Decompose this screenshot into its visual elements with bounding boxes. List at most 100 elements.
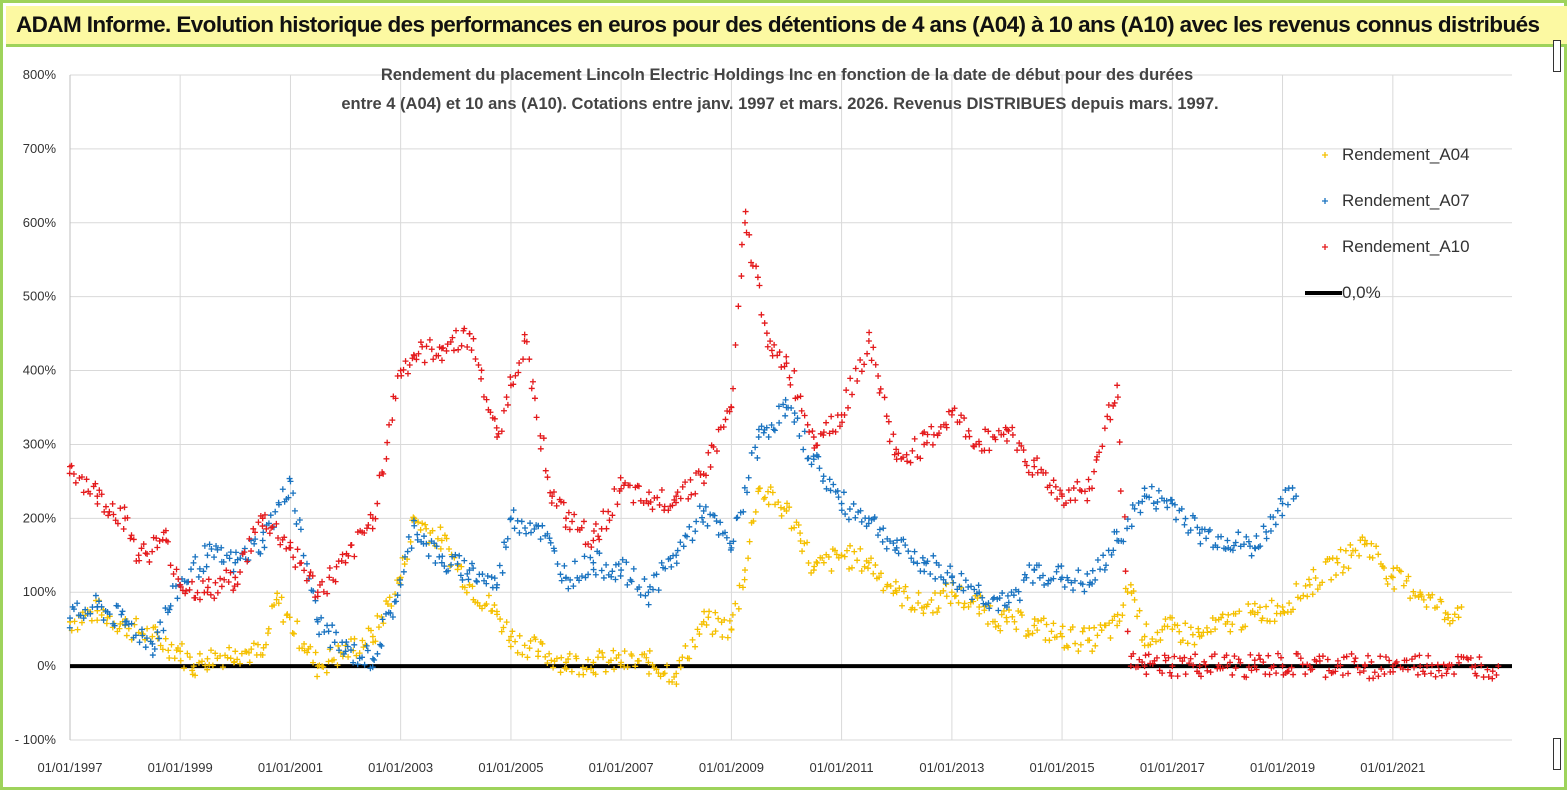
data-point xyxy=(1020,447,1027,454)
data-point xyxy=(474,599,481,606)
data-point xyxy=(1248,552,1255,559)
data-point xyxy=(1390,668,1397,675)
data-point xyxy=(1207,669,1214,676)
data-point xyxy=(942,421,949,428)
data-point xyxy=(1034,627,1041,634)
data-point xyxy=(951,593,958,600)
data-point xyxy=(770,426,777,433)
data-point-anchor xyxy=(893,544,900,551)
data-point xyxy=(345,653,352,660)
data-point xyxy=(985,600,992,607)
data-point xyxy=(876,526,883,533)
data-point xyxy=(667,555,674,562)
data-point xyxy=(936,430,943,437)
data-point xyxy=(628,578,635,585)
data-point xyxy=(384,601,391,608)
data-point xyxy=(1469,664,1476,671)
data-point xyxy=(686,523,693,530)
data-point xyxy=(609,568,616,575)
data-point xyxy=(943,424,950,431)
data-point xyxy=(363,525,370,532)
data-point xyxy=(78,473,85,480)
data-point xyxy=(401,553,408,560)
data-point xyxy=(491,575,498,582)
data-point xyxy=(160,627,167,634)
data-point xyxy=(1114,611,1121,618)
data-point xyxy=(188,566,195,573)
data-point xyxy=(1104,413,1111,420)
data-point xyxy=(453,327,460,334)
data-point xyxy=(832,428,839,435)
resize-handle-bottom-right[interactable] xyxy=(1553,738,1561,770)
x-tick-label: 01/01/2019 xyxy=(1250,760,1315,775)
data-point xyxy=(1138,637,1145,644)
data-point xyxy=(1407,595,1414,602)
data-point xyxy=(706,608,713,615)
data-point xyxy=(192,553,199,560)
data-point xyxy=(645,601,652,608)
data-point xyxy=(464,343,471,350)
data-point xyxy=(316,582,323,589)
data-point xyxy=(804,421,811,428)
data-point xyxy=(331,639,338,646)
data-point xyxy=(364,647,371,654)
data-point xyxy=(344,643,351,650)
data-point xyxy=(101,508,108,515)
data-point xyxy=(626,482,633,489)
data-point xyxy=(628,652,635,659)
data-point-anchor xyxy=(177,648,184,655)
data-point xyxy=(136,639,143,646)
data-point xyxy=(527,637,534,644)
data-point-anchor xyxy=(1362,537,1369,544)
data-point xyxy=(1021,571,1028,578)
data-point xyxy=(800,446,807,453)
data-point xyxy=(910,559,917,566)
data-point xyxy=(1260,659,1267,666)
data-point xyxy=(296,516,303,523)
data-point xyxy=(791,419,798,426)
data-point xyxy=(1347,541,1354,548)
data-point xyxy=(189,578,196,585)
data-point xyxy=(1259,615,1266,622)
data-point xyxy=(820,429,827,436)
data-point xyxy=(1162,657,1169,664)
data-point xyxy=(550,488,557,495)
data-point xyxy=(498,428,505,435)
data-point xyxy=(1029,579,1036,586)
data-point xyxy=(828,413,835,420)
data-point xyxy=(103,620,110,627)
data-point xyxy=(1206,526,1213,533)
data-point xyxy=(1371,669,1378,676)
data-point xyxy=(754,454,761,461)
resize-handle-top-right[interactable] xyxy=(1553,40,1561,72)
data-point xyxy=(1031,616,1038,623)
data-point-anchor xyxy=(94,493,101,500)
data-point xyxy=(507,374,514,381)
data-point xyxy=(848,564,855,571)
data-point xyxy=(741,576,748,583)
data-point xyxy=(904,594,911,601)
data-point xyxy=(558,654,565,661)
data-point xyxy=(417,339,424,346)
data-point xyxy=(157,619,164,626)
data-point xyxy=(478,375,485,382)
data-point xyxy=(900,588,907,595)
legend-marker xyxy=(1322,198,1328,204)
data-point xyxy=(1412,592,1419,599)
data-point-anchor xyxy=(563,574,570,581)
data-point xyxy=(1340,563,1347,570)
x-tick-label: 01/01/2009 xyxy=(699,760,764,775)
data-point xyxy=(1079,628,1086,635)
data-point xyxy=(491,415,498,422)
data-point xyxy=(425,553,432,560)
data-point xyxy=(211,554,218,561)
x-tick-label: 01/01/2015 xyxy=(1030,760,1095,775)
data-point xyxy=(1420,596,1427,603)
data-point xyxy=(1072,640,1079,647)
data-point xyxy=(919,554,926,561)
data-point xyxy=(662,565,669,572)
data-point xyxy=(1041,582,1048,589)
data-point xyxy=(553,502,560,509)
data-point-anchor xyxy=(865,559,872,566)
data-point xyxy=(653,571,660,578)
